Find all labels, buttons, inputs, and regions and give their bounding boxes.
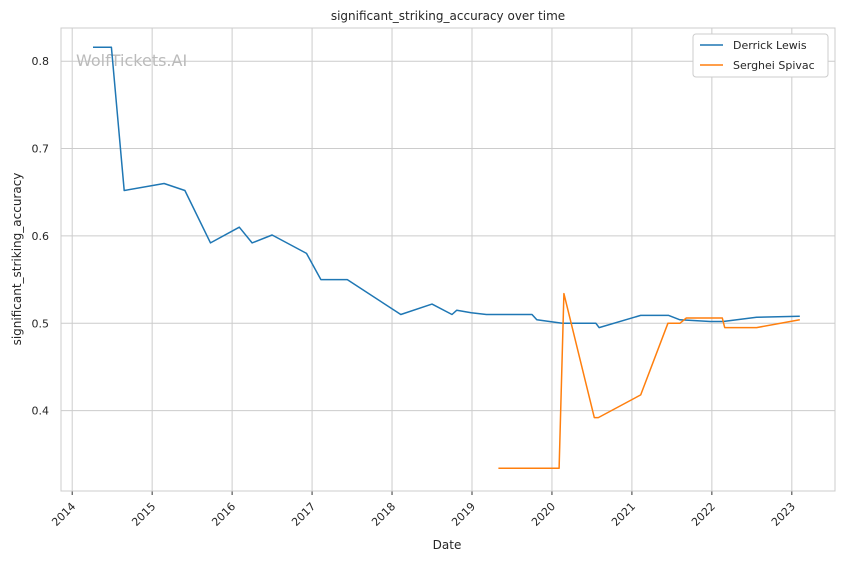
x-tick-label: 2017	[289, 500, 318, 529]
y-tick-label: 0.7	[32, 143, 50, 156]
y-tick-labels: 0.4 0.5 0.6 0.7 0.8	[32, 55, 50, 417]
y-axis-label: significant_striking_accuracy	[10, 173, 24, 346]
x-tick-label: 2023	[769, 500, 798, 529]
grid	[61, 28, 835, 495]
legend: Derrick Lewis Serghei Spivac	[692, 33, 829, 78]
x-tick-label: 2018	[369, 500, 398, 529]
series-lines	[93, 46, 800, 470]
x-tick-label: 2020	[529, 500, 558, 529]
series-line-derrick-lewis	[93, 46, 800, 329]
legend-box	[692, 33, 829, 78]
legend-label-serghei-spivac: Serghei Spivac	[733, 59, 815, 72]
x-tick-label: 2014	[49, 500, 78, 529]
y-tick-label: 0.4	[32, 405, 50, 418]
x-tick-label: 2015	[129, 500, 158, 529]
chart-title: significant_striking_accuracy over time	[331, 9, 565, 23]
x-tick-label: 2021	[609, 500, 638, 529]
legend-label-derrick-lewis: Derrick Lewis	[733, 39, 807, 52]
series-line-serghei-spivac	[498, 292, 800, 470]
y-tick-label: 0.6	[32, 230, 50, 243]
y-tick-label: 0.8	[32, 55, 50, 68]
x-tick-labels: 2014 2015 2016 2017 2018 2019 2020 2021 2022 2023	[49, 500, 798, 529]
plot-area-frame	[60, 27, 836, 492]
x-tick-label: 2019	[449, 500, 478, 529]
x-tick-label: 2016	[209, 500, 238, 529]
y-tick-label: 0.5	[32, 317, 50, 330]
x-axis-label: Date	[433, 538, 462, 552]
watermark: WolfTickets.AI	[76, 51, 187, 70]
x-tick-label: 2022	[689, 500, 718, 529]
